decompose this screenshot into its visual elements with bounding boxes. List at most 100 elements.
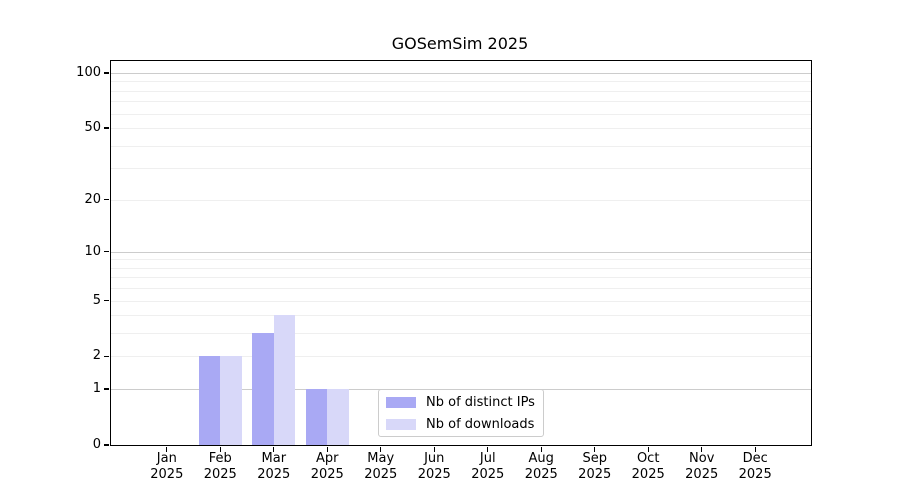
bar-downloads-feb bbox=[220, 356, 242, 445]
y-tick-label: 1 bbox=[92, 381, 101, 397]
x-tick-month: Apr bbox=[316, 451, 339, 466]
minor-gridline bbox=[111, 277, 811, 279]
minor-gridline bbox=[111, 128, 811, 130]
x-tick-year: 2025 bbox=[364, 466, 398, 482]
legend: Nb of distinct IPs Nb of downloads bbox=[378, 389, 544, 437]
minor-gridline bbox=[111, 113, 811, 115]
x-tick-year: 2025 bbox=[417, 466, 451, 482]
minor-gridline bbox=[111, 300, 811, 302]
x-tick-month: Jun bbox=[424, 451, 445, 466]
x-tick-year: 2025 bbox=[257, 466, 291, 482]
x-tick bbox=[540, 446, 542, 452]
bar-distinct-ips-apr bbox=[305, 389, 328, 445]
x-tick bbox=[647, 446, 649, 452]
x-tick-year: 2025 bbox=[578, 466, 612, 482]
x-tick-label: Oct 2025 bbox=[618, 451, 678, 482]
x-tick bbox=[326, 446, 328, 452]
x-tick-month: May bbox=[367, 451, 395, 466]
y-tick bbox=[104, 355, 110, 358]
x-tick bbox=[219, 446, 221, 452]
axes-layer: 0 1 2 5 10 20 50 100 Jan 2025 Feb 2025 Mar 2025 Apr 202… bbox=[76, 61, 811, 482]
x-tick-month: Dec bbox=[742, 451, 768, 466]
x-tick-label: Jul 2025 bbox=[458, 451, 518, 482]
plot-area: 0 1 2 5 10 20 50 100 Jan 2025 Feb 2025 Mar 2025 Apr 202… bbox=[76, 60, 812, 482]
x-tick-month: Feb bbox=[208, 451, 232, 466]
y-tick bbox=[104, 388, 110, 390]
y-tick bbox=[104, 444, 110, 446]
x-tick-label: Nov 2025 bbox=[672, 451, 732, 482]
y-tick bbox=[104, 299, 110, 302]
y-tick-label: 2 bbox=[92, 348, 101, 364]
y-tick-label: 50 bbox=[84, 120, 101, 136]
minor-gridline bbox=[111, 288, 811, 290]
bar-downloads-apr bbox=[327, 389, 349, 445]
x-tick bbox=[273, 446, 275, 452]
x-tick-year: 2025 bbox=[203, 466, 237, 482]
y-tick bbox=[104, 127, 110, 129]
x-tick-month: Nov bbox=[689, 451, 715, 466]
x-tick-label: Sep 2025 bbox=[565, 451, 625, 482]
x-tick-year: 2025 bbox=[310, 466, 344, 482]
minor-gridline bbox=[111, 145, 811, 147]
major-gridline bbox=[111, 251, 811, 253]
x-tick-month: Jan bbox=[156, 451, 177, 466]
legend-swatch-downloads bbox=[386, 418, 416, 430]
y-tick-label: 5 bbox=[92, 292, 101, 308]
minor-gridline bbox=[111, 81, 811, 83]
legend-entry-downloads: Nb of downloads bbox=[379, 415, 543, 433]
x-tick-year: 2025 bbox=[524, 466, 558, 482]
legend-swatch-distinct-ips bbox=[386, 397, 416, 408]
x-tick bbox=[380, 446, 382, 452]
minor-gridline bbox=[111, 101, 811, 103]
x-tick-label: Jun 2025 bbox=[404, 451, 464, 482]
x-tick bbox=[487, 446, 489, 452]
minor-gridline bbox=[111, 267, 811, 269]
y-tick-label: 20 bbox=[84, 191, 101, 207]
x-tick-month: Mar bbox=[261, 451, 287, 466]
x-tick bbox=[701, 446, 703, 452]
y-tick-label: 100 bbox=[76, 65, 101, 80]
x-tick-month: Oct bbox=[636, 451, 660, 466]
x-tick-year: 2025 bbox=[150, 466, 184, 482]
x-tick-year: 2025 bbox=[631, 466, 665, 482]
minor-gridline bbox=[111, 356, 811, 358]
x-tick-label: Apr 2025 bbox=[297, 451, 357, 482]
x-tick-label: Mar 2025 bbox=[244, 451, 304, 482]
legend-entry-distinct-ips: Nb of distinct IPs bbox=[379, 394, 543, 412]
y-tick-label: 10 bbox=[84, 243, 101, 259]
x-tick-month: Jul bbox=[479, 451, 496, 466]
y-tick bbox=[104, 198, 110, 201]
minor-gridline bbox=[111, 333, 811, 335]
y-tick bbox=[104, 72, 110, 74]
chart-title: GOSemSim 2025 bbox=[391, 34, 529, 53]
x-tick-year: 2025 bbox=[738, 466, 772, 482]
legend-label-distinct-ips: Nb of distinct IPs bbox=[426, 395, 535, 410]
y-tick-label: 0 bbox=[92, 437, 101, 452]
major-gridline bbox=[111, 73, 811, 74]
x-tick-label: Feb 2025 bbox=[190, 451, 250, 482]
y-tick bbox=[104, 251, 110, 253]
legend-label-downloads: Nb of downloads bbox=[426, 416, 535, 432]
x-tick-label: Jan 2025 bbox=[137, 451, 197, 482]
x-tick-month: Aug bbox=[528, 451, 554, 466]
bar-distinct-ips-mar bbox=[252, 333, 274, 445]
x-tick-label: Aug 2025 bbox=[511, 451, 571, 482]
x-tick bbox=[166, 446, 168, 452]
x-tick-year: 2025 bbox=[471, 466, 505, 482]
bars-layer bbox=[111, 61, 811, 445]
minor-gridline bbox=[111, 168, 811, 170]
minor-gridline bbox=[111, 90, 811, 92]
x-tick-label: May 2025 bbox=[351, 451, 411, 482]
x-tick bbox=[433, 446, 435, 452]
x-tick-month: Sep bbox=[582, 451, 607, 466]
minor-gridline bbox=[111, 315, 811, 317]
x-tick-label: Dec 2025 bbox=[725, 451, 785, 482]
bar-downloads-mar bbox=[273, 315, 296, 445]
minor-gridline bbox=[111, 259, 811, 261]
x-tick-year: 2025 bbox=[685, 466, 719, 482]
minor-gridline bbox=[111, 199, 811, 201]
bar-distinct-ips-feb bbox=[198, 356, 221, 445]
x-tick bbox=[594, 446, 596, 452]
x-tick bbox=[754, 446, 756, 452]
